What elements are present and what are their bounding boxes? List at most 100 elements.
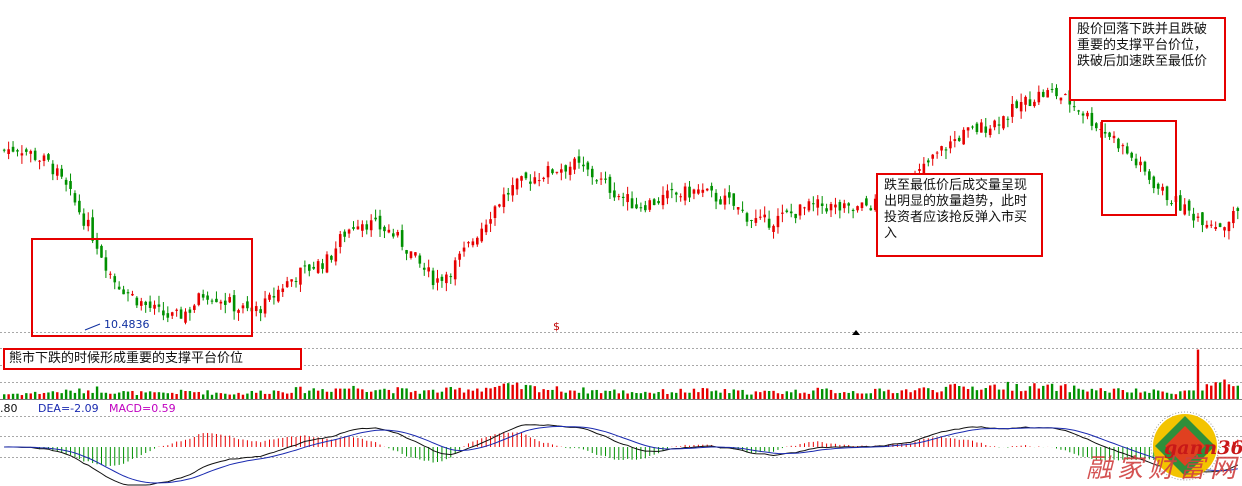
panel-separators bbox=[0, 332, 1242, 458]
volume-bar bbox=[60, 393, 63, 399]
volume-bar bbox=[1148, 392, 1151, 399]
volume-bar bbox=[630, 392, 634, 399]
candle-body bbox=[361, 224, 364, 231]
candle-body bbox=[414, 252, 417, 256]
candle-body bbox=[573, 158, 576, 170]
candle-body bbox=[953, 139, 957, 141]
candle-body bbox=[330, 255, 333, 260]
volume-bar bbox=[312, 388, 315, 399]
volume-bar bbox=[940, 391, 943, 399]
volume-bar bbox=[993, 384, 996, 399]
candle-body bbox=[560, 169, 563, 173]
volume-bar bbox=[988, 385, 992, 399]
volume-bar bbox=[670, 392, 674, 399]
volume-bar bbox=[913, 390, 917, 399]
candle-body bbox=[170, 312, 174, 316]
volume-bar bbox=[38, 393, 41, 399]
candle-body bbox=[197, 293, 201, 305]
volume-bar bbox=[1099, 388, 1102, 399]
candle-body bbox=[38, 160, 41, 162]
volume-bar bbox=[1227, 384, 1231, 399]
volume-bar bbox=[1157, 390, 1160, 399]
volume-bar bbox=[144, 392, 147, 399]
candle-body bbox=[1121, 145, 1125, 147]
volume-bar bbox=[440, 391, 444, 399]
volume-bar bbox=[874, 388, 877, 399]
candle-body bbox=[1046, 90, 1049, 98]
candle-body bbox=[705, 188, 709, 191]
volume-bar bbox=[639, 393, 643, 399]
volume-bar bbox=[533, 386, 536, 399]
volume-bar bbox=[568, 390, 572, 399]
candle-body bbox=[1081, 113, 1085, 116]
candle-body bbox=[1227, 221, 1231, 232]
candlestick-series bbox=[2, 83, 1240, 325]
macd-dea-line bbox=[4, 425, 1238, 484]
volume-bar bbox=[1019, 391, 1023, 399]
candle-body bbox=[803, 207, 806, 209]
volume-bar bbox=[56, 392, 59, 399]
volume-bar bbox=[657, 391, 660, 399]
volume-bar bbox=[11, 393, 15, 399]
volume-bar bbox=[692, 388, 696, 399]
volume-bar bbox=[480, 391, 483, 399]
candle-body bbox=[16, 150, 19, 152]
volume-bar bbox=[763, 390, 766, 399]
candle-body bbox=[838, 202, 842, 211]
volume-bar bbox=[330, 391, 333, 399]
volume-bar bbox=[91, 392, 94, 399]
candle-body bbox=[100, 245, 103, 258]
bear-support-box bbox=[31, 238, 253, 337]
volume-bar bbox=[604, 390, 607, 399]
volume-bar bbox=[255, 392, 258, 399]
volume-bar bbox=[42, 392, 46, 399]
volume-bar bbox=[184, 390, 187, 399]
candle-body bbox=[1125, 146, 1129, 154]
volume-bar bbox=[834, 393, 837, 399]
volume-bar bbox=[246, 393, 249, 399]
volume-bar bbox=[3, 394, 6, 399]
candle-body bbox=[290, 279, 293, 282]
volume-bar bbox=[87, 390, 90, 399]
candle-body bbox=[1232, 210, 1235, 224]
candle-body bbox=[1152, 176, 1156, 189]
candle-body bbox=[453, 260, 457, 280]
volume-bar bbox=[644, 391, 647, 399]
volume-bar bbox=[383, 388, 386, 399]
volume-bar bbox=[648, 392, 651, 399]
candle-body bbox=[1095, 123, 1098, 129]
candle-body bbox=[957, 137, 961, 141]
volume-bar bbox=[126, 391, 130, 399]
volume-bar bbox=[471, 390, 475, 399]
volume-bar bbox=[281, 392, 284, 399]
candle-body bbox=[776, 215, 780, 228]
candle-body bbox=[555, 171, 559, 173]
candle-body bbox=[758, 216, 762, 218]
volume-bar bbox=[1103, 391, 1107, 399]
candle-body bbox=[184, 311, 187, 323]
volume-bar bbox=[316, 390, 320, 399]
watermark-logo bbox=[1150, 411, 1220, 481]
candle-body bbox=[511, 185, 514, 196]
volume-bar bbox=[263, 393, 267, 399]
candle-body bbox=[683, 186, 687, 201]
candle-body bbox=[652, 199, 656, 206]
volume-bar bbox=[1196, 349, 1200, 399]
volume-bar bbox=[511, 384, 514, 399]
candle-body bbox=[1103, 131, 1107, 134]
volume-bar bbox=[790, 392, 793, 399]
candle-body bbox=[91, 217, 94, 241]
volume-bar bbox=[20, 395, 24, 399]
volume-bar bbox=[754, 391, 758, 399]
volume-bar bbox=[285, 393, 289, 399]
volume-bar bbox=[387, 389, 391, 399]
candle-body bbox=[980, 122, 983, 133]
candle-body bbox=[29, 151, 33, 154]
volume-bar bbox=[1090, 388, 1094, 399]
candle-body bbox=[608, 176, 612, 193]
candle-body bbox=[299, 267, 302, 285]
candle-body bbox=[219, 301, 223, 304]
candle-body bbox=[940, 146, 943, 151]
candle-body bbox=[785, 210, 789, 212]
candle-body bbox=[644, 205, 647, 211]
